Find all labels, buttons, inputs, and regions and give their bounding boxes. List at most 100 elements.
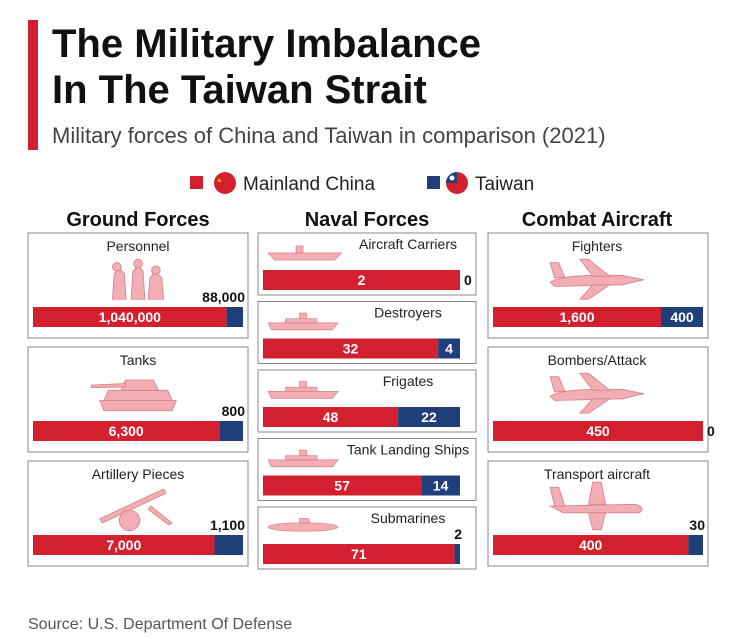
icon-part: [549, 376, 566, 393]
value-label: 6,300: [109, 423, 144, 439]
value-label: 4: [445, 341, 453, 357]
value-label: 57: [334, 478, 350, 494]
source: Source: U.S. Department Of Defense: [28, 616, 292, 633]
value-label: 0: [464, 272, 472, 288]
bar-taiwan: [421, 475, 460, 496]
legend-flag: [214, 172, 236, 194]
value-label: 2: [454, 526, 462, 542]
panel-title: Ground Forces: [66, 209, 209, 231]
icon-part: [133, 258, 143, 269]
bar-taiwan: [214, 535, 243, 555]
icon-part: [151, 265, 161, 276]
icon: [267, 312, 339, 331]
icon-part: [147, 270, 164, 300]
bar-china: [263, 270, 460, 290]
icon-part: [579, 258, 611, 277]
bar-taiwan: [438, 338, 460, 359]
bar-china: [263, 475, 422, 496]
icon-part: [299, 381, 307, 388]
bar-taiwan: [661, 307, 703, 327]
legend-label: Taiwan: [475, 174, 534, 195]
icon-part: [267, 252, 343, 261]
item-label: Submarines: [371, 510, 446, 526]
icon-part: [130, 264, 146, 300]
value-label: 2: [358, 272, 366, 288]
value-label: 400: [579, 537, 603, 553]
icon-part: [299, 449, 307, 457]
legend-swatch: [190, 176, 203, 189]
bar-china: [493, 421, 703, 441]
icon-part: [120, 379, 160, 391]
icon-part: [299, 312, 307, 320]
bar-china: [263, 407, 399, 427]
title-line: The Military Imbalance: [52, 22, 481, 66]
icon-part: [147, 505, 173, 526]
panel-title: Naval Forces: [305, 209, 430, 231]
item-label: Fighters: [572, 238, 623, 254]
panel-title: Combat Aircraft: [522, 209, 673, 231]
value-label: 1,600: [559, 309, 594, 325]
title-accent: [28, 20, 38, 150]
bar-china: [33, 307, 227, 327]
icon-part: [579, 398, 612, 414]
icon-part: [118, 509, 141, 531]
icon-part: [285, 386, 318, 392]
value-label: 450: [586, 423, 610, 439]
icon-part: [548, 503, 643, 514]
icon-part: [267, 459, 339, 468]
icon-part: [90, 383, 126, 389]
item-label: Personnel: [106, 238, 169, 254]
value-label: 400: [670, 309, 694, 325]
icon-part: [587, 512, 607, 531]
item-label: Destroyers: [374, 305, 442, 321]
icon-part: [267, 322, 339, 331]
bar-china: [263, 338, 439, 359]
item-label: Bombers/Attack: [548, 352, 648, 368]
bar-china: [263, 544, 455, 564]
icon: [267, 245, 343, 261]
value-label: 1,100: [210, 517, 245, 533]
icon-part: [99, 488, 167, 524]
icon-part: [299, 518, 311, 524]
icon-part: [112, 262, 122, 272]
icon-part: [549, 486, 566, 507]
value-label: 14: [433, 478, 449, 494]
legend-flag-sun: [449, 175, 455, 181]
legend-flag-star: [217, 178, 222, 182]
value-label: 1,040,000: [99, 309, 161, 325]
value-label: 32: [343, 341, 359, 357]
item-label: Tank Landing Ships: [347, 442, 469, 458]
icon-part: [285, 318, 318, 324]
value-label: 30: [689, 517, 705, 533]
icon: [90, 379, 177, 412]
icon: [99, 488, 173, 531]
icon-part: [295, 245, 304, 254]
bar-china: [33, 535, 215, 555]
bar-taiwan: [398, 407, 460, 427]
value-label: 800: [222, 403, 246, 419]
icon-part: [579, 372, 611, 391]
value-label: 0: [707, 423, 715, 439]
bar-taiwan: [454, 544, 460, 564]
value-label: 88,000: [202, 289, 245, 305]
title-line: In The Taiwan Strait: [52, 68, 427, 112]
icon: [267, 518, 339, 532]
icon: [549, 258, 644, 300]
subtitle: Military forces of China and Taiwan in c…: [52, 123, 606, 148]
icon-part: [549, 262, 566, 279]
item-label: Aircraft Carriers: [359, 236, 457, 252]
item-label: Tanks: [120, 352, 157, 368]
item-label: Artillery Pieces: [92, 466, 185, 482]
icon-part: [285, 455, 318, 461]
icon-part: [579, 284, 612, 300]
legend-swatch: [427, 176, 440, 189]
icon: [549, 372, 644, 414]
legend-label: Mainland China: [243, 174, 375, 195]
bar-taiwan: [688, 535, 703, 555]
icon-part: [103, 389, 173, 401]
item-label: Transport aircraft: [544, 466, 650, 482]
bar-china: [33, 421, 220, 441]
bar-china: [493, 535, 689, 555]
icon: [267, 381, 339, 399]
